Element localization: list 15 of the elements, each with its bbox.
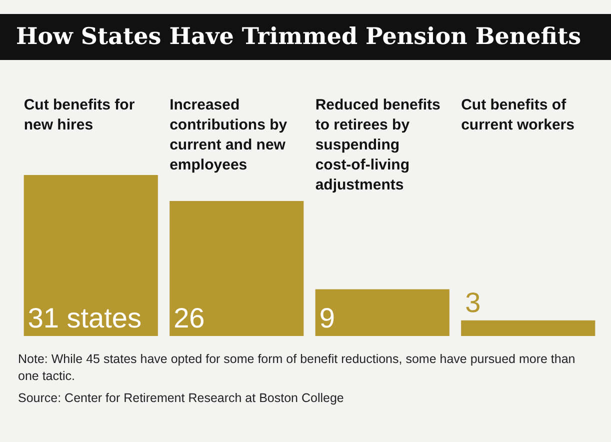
x-tick-label: Cut benefits of current workers — [461, 96, 574, 134]
data-label: 9 — [319, 302, 335, 334]
text: Note: While 45 states have opted for some form of benefit reductions, some have pursued more than one tactic. — [18, 351, 576, 385]
data-label: 26 — [174, 302, 205, 334]
x-tick-label: Increased contributions by current and new employees — [170, 96, 292, 174]
bar — [24, 175, 158, 336]
source-note: Source: Center for Retirement Research at Boston College — [18, 390, 345, 407]
x-tick-label: Reduced benefits to retirees by suspending cost-of-living adjustments — [315, 96, 445, 194]
chart-title: How States Have Trimmed Pension Benefits — [0, 14, 611, 60]
bar — [315, 289, 450, 336]
data-label: 3 — [465, 286, 481, 318]
x-tick-label: Cut benefits for new hires — [24, 96, 139, 134]
bar — [170, 200, 304, 336]
data-label: 31 states — [28, 302, 142, 334]
bar — [461, 320, 596, 336]
